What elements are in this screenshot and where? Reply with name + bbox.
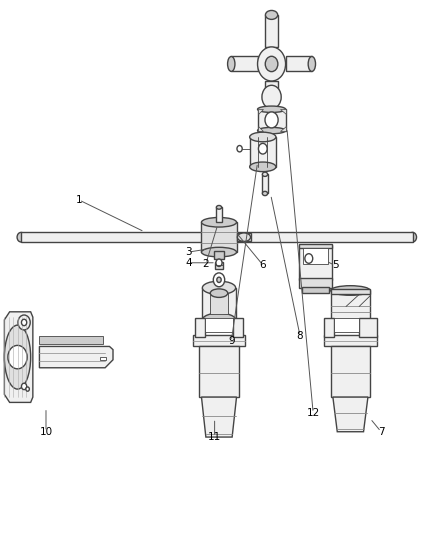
Bar — [258, 109, 286, 131]
Bar — [359, 318, 377, 337]
Bar — [233, 318, 243, 337]
Bar — [214, 251, 224, 259]
Circle shape — [18, 315, 30, 330]
Ellipse shape — [17, 232, 25, 242]
Bar — [201, 222, 237, 252]
Polygon shape — [265, 15, 278, 47]
Ellipse shape — [202, 281, 236, 295]
Polygon shape — [280, 109, 286, 114]
Bar — [210, 293, 228, 314]
Ellipse shape — [216, 205, 222, 209]
Circle shape — [8, 345, 27, 369]
Polygon shape — [231, 56, 258, 71]
Text: 5: 5 — [332, 261, 339, 270]
Ellipse shape — [201, 217, 237, 227]
Ellipse shape — [258, 127, 286, 134]
Bar — [39, 336, 103, 344]
Text: 1: 1 — [75, 195, 82, 205]
Circle shape — [258, 47, 286, 81]
Circle shape — [265, 56, 278, 71]
Ellipse shape — [265, 93, 278, 101]
Circle shape — [258, 143, 267, 154]
Bar — [216, 207, 222, 222]
Polygon shape — [286, 56, 312, 71]
Bar — [195, 318, 205, 337]
Text: 7: 7 — [378, 427, 385, 437]
Ellipse shape — [331, 286, 370, 295]
Polygon shape — [333, 397, 368, 432]
Circle shape — [305, 254, 313, 263]
Bar — [331, 346, 370, 397]
Ellipse shape — [201, 247, 237, 257]
Ellipse shape — [262, 172, 268, 176]
Circle shape — [26, 387, 29, 391]
Ellipse shape — [202, 313, 236, 326]
Circle shape — [237, 146, 242, 152]
Polygon shape — [258, 109, 263, 114]
Text: 11: 11 — [208, 432, 221, 442]
Text: 8: 8 — [297, 331, 304, 341]
Ellipse shape — [250, 132, 276, 142]
Bar — [202, 288, 236, 320]
Bar — [205, 318, 233, 332]
Polygon shape — [201, 397, 237, 437]
Polygon shape — [280, 126, 286, 131]
Ellipse shape — [228, 56, 235, 71]
Ellipse shape — [262, 191, 268, 196]
Polygon shape — [39, 346, 113, 368]
Bar — [21, 232, 413, 242]
Text: 6: 6 — [259, 260, 266, 270]
Bar — [331, 289, 370, 294]
Bar — [324, 318, 334, 337]
Circle shape — [213, 273, 225, 287]
Bar — [237, 233, 251, 241]
Ellipse shape — [258, 106, 286, 112]
Bar — [299, 244, 332, 248]
Bar — [303, 248, 328, 264]
Ellipse shape — [265, 11, 278, 19]
Circle shape — [21, 383, 27, 390]
Text: 4: 4 — [185, 258, 192, 268]
Bar — [331, 290, 370, 320]
Ellipse shape — [250, 162, 276, 172]
Ellipse shape — [4, 325, 31, 389]
Ellipse shape — [308, 56, 315, 71]
Circle shape — [265, 112, 278, 128]
Ellipse shape — [237, 233, 251, 241]
Bar — [100, 357, 106, 360]
Text: 2: 2 — [202, 259, 209, 269]
Polygon shape — [258, 126, 263, 131]
Circle shape — [216, 259, 222, 266]
Bar — [299, 245, 332, 280]
Bar — [199, 346, 239, 397]
Bar — [193, 335, 245, 346]
Bar — [334, 318, 359, 332]
Bar — [302, 287, 328, 293]
Bar — [215, 262, 223, 269]
Ellipse shape — [409, 232, 417, 242]
Bar — [262, 174, 268, 193]
Text: 3: 3 — [185, 247, 192, 257]
Ellipse shape — [210, 289, 228, 297]
Circle shape — [217, 277, 221, 282]
Circle shape — [262, 85, 281, 109]
Text: 10: 10 — [39, 427, 53, 437]
Text: 9: 9 — [228, 336, 235, 346]
Text: 12: 12 — [307, 408, 320, 418]
Circle shape — [21, 319, 27, 326]
Bar — [324, 335, 377, 346]
Polygon shape — [4, 312, 33, 402]
Bar — [250, 137, 276, 167]
Polygon shape — [265, 81, 278, 97]
Bar — [299, 278, 332, 288]
